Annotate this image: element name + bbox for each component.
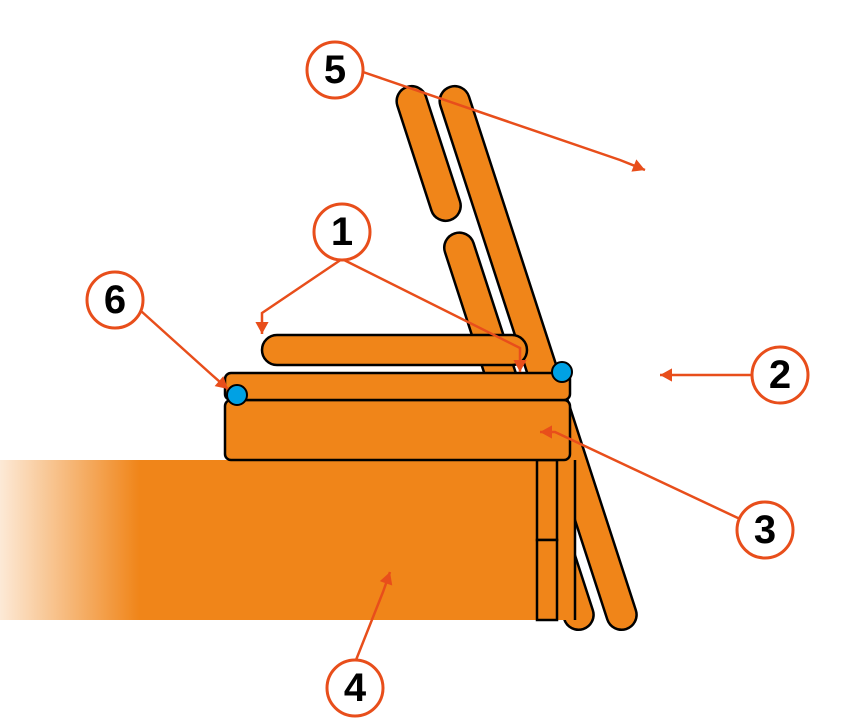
base-lower [0,540,575,620]
callout-leader [262,259,342,334]
arrowhead-icon [660,368,672,381]
diagram-canvas: 1 2 3 4 5 6 [0,0,850,725]
seat-slat [225,373,570,400]
cushion [262,335,527,365]
front-post-upper [537,460,557,540]
callout-label: 3 [754,508,776,552]
pivot-dot-left [227,385,247,405]
pivot-dot-right [552,362,572,382]
callout-label: 1 [331,210,353,254]
callout-label: 6 [104,278,126,322]
arrowhead-icon [255,322,268,334]
callout-label: 5 [324,48,346,92]
callout-2: 2 [660,347,808,403]
callout-leader [141,311,228,389]
base-upper [0,460,575,540]
seat-panel [225,400,570,460]
front-post-lower [537,540,557,620]
callout-6: 6 [87,272,228,389]
callout-label: 2 [769,353,791,397]
callout-label: 4 [344,666,367,710]
